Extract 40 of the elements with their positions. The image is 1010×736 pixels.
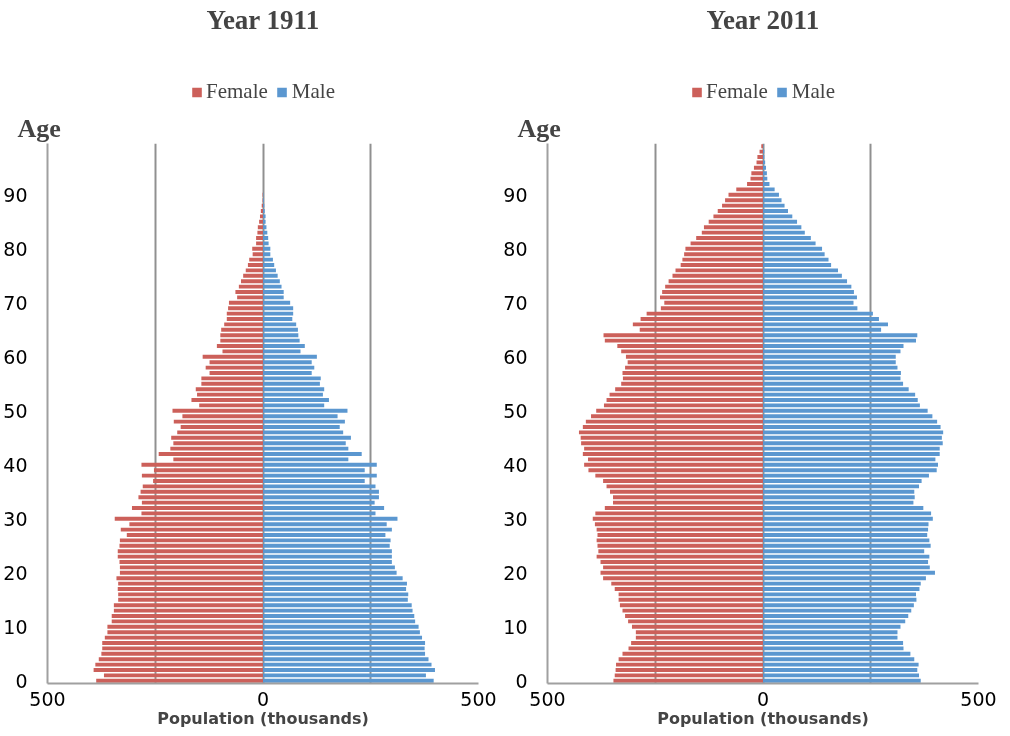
y-tick-label: 50 — [3, 399, 28, 422]
y-tick-label: 90 — [503, 183, 528, 206]
x-axis-title: Population (thousands) — [657, 708, 869, 728]
y-tick-label: 90 — [3, 183, 28, 206]
y-tick-label: 80 — [503, 237, 528, 260]
y-tick-label: 0 — [515, 669, 528, 692]
chart-title: Year 1911 — [206, 4, 320, 35]
y-tick-label: 30 — [3, 507, 28, 530]
y-tick-label: 70 — [503, 291, 528, 314]
y-tick-label: 0 — [15, 669, 28, 692]
bar — [96, 678, 263, 683]
y-tick-label: 40 — [3, 453, 28, 476]
legend-label: Female — [206, 79, 268, 104]
y-axis-title: Age — [17, 113, 61, 143]
y-tick-label: 20 — [3, 561, 28, 584]
legend-label: Male — [291, 79, 335, 104]
y-tick-label: 20 — [503, 561, 528, 584]
y-axis-title: Age — [517, 113, 561, 143]
y-tick-label: 40 — [503, 453, 528, 476]
bar — [263, 678, 434, 683]
y-tick-label: 60 — [503, 345, 528, 368]
bar — [613, 678, 763, 683]
x-tick-label: 500 — [460, 687, 497, 710]
bar — [763, 678, 921, 683]
y-tick-label: 50 — [503, 399, 528, 422]
x-tick-label: 0 — [756, 687, 770, 710]
y-tick-label: 80 — [3, 237, 28, 260]
x-tick-label: 500 — [529, 687, 566, 710]
y-tick-label: 10 — [503, 615, 528, 638]
x-tick-label: 500 — [29, 687, 66, 710]
legend-label: Male — [791, 79, 835, 104]
legend-label: Female — [706, 79, 768, 104]
y-tick-label: 60 — [3, 345, 28, 368]
chart-title: Year 2011 — [706, 4, 820, 35]
y-tick-label: 10 — [3, 615, 28, 638]
x-tick-label: 500 — [960, 687, 997, 710]
x-axis-title: Population (thousands) — [157, 708, 369, 728]
x-tick-label: 0 — [256, 687, 270, 710]
y-tick-label: 30 — [503, 507, 528, 530]
y-tick-label: 70 — [3, 291, 28, 314]
